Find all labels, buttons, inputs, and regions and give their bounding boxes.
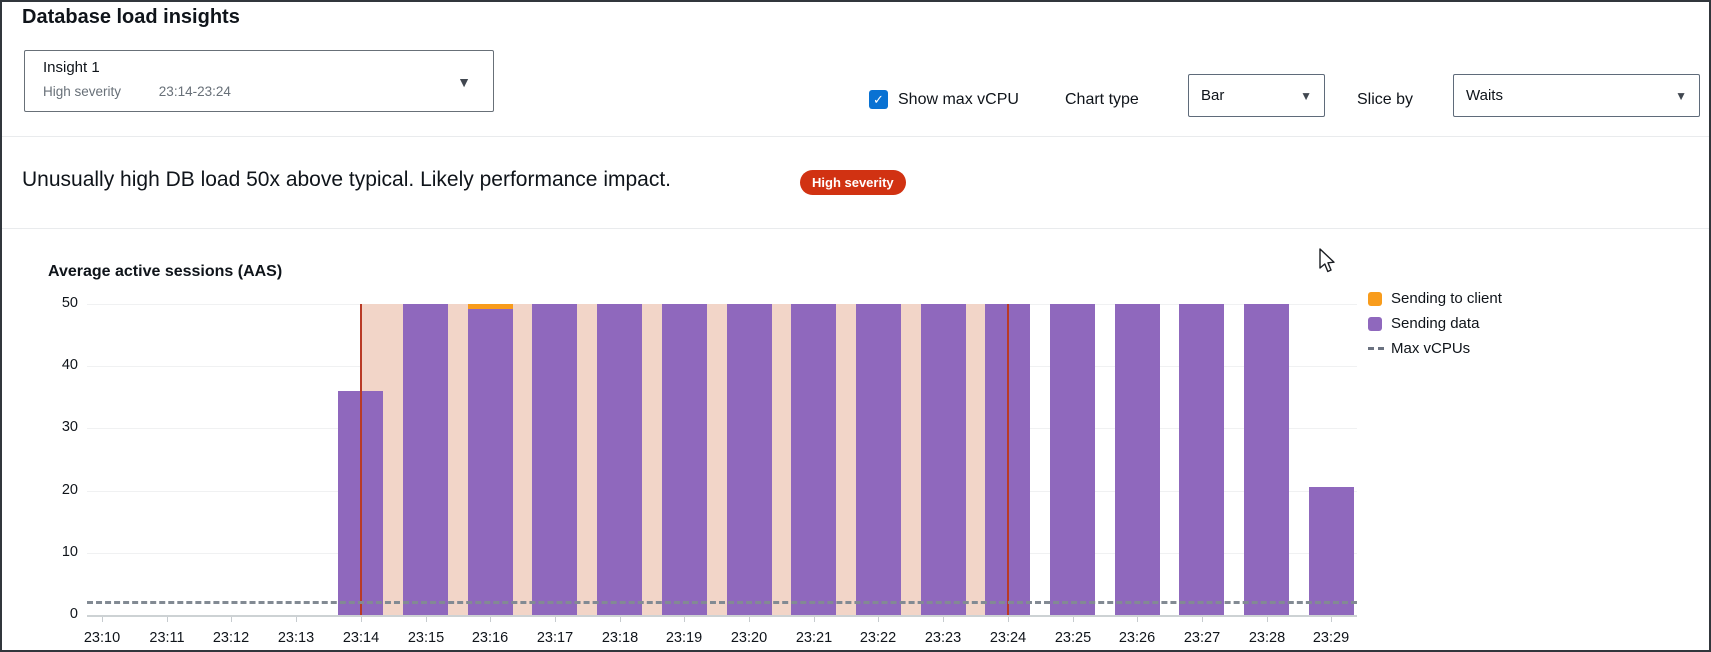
legend-item[interactable]: Sending data [1368,311,1502,336]
bar-sending-data[interactable] [403,304,448,615]
chart-legend: Sending to client Sending data Max vCPUs [1368,286,1502,361]
bar-sending-data[interactable] [1309,487,1354,615]
legend-label: Sending data [1391,315,1479,332]
insight-boundary-line [360,304,362,615]
legend-item[interactable]: Max vCPUs [1368,336,1502,361]
x-axis-label: 23:26 [1107,630,1167,646]
x-axis-label: 23:18 [590,630,650,646]
x-axis-tick [1267,617,1268,622]
x-axis-label: 23:28 [1237,630,1297,646]
bar-sending-data[interactable] [532,304,577,615]
aas-bar-chart: 0 10 20 30 40 50 23:10 23:1123:12 23:13 23:14 23:1… [2,2,1711,652]
legend-swatch [1368,317,1382,331]
y-axis-label: 20 [32,482,78,498]
x-axis-label: 23:20 [719,630,779,646]
x-axis-tick [231,617,232,622]
x-axis-label: 23:14 [331,630,391,646]
x-axis-label: 23:11 [137,630,197,646]
bar-sending-to-client[interactable] [468,304,513,309]
legend-label: Sending to client [1391,290,1502,307]
bar-sending-data[interactable] [727,304,772,615]
y-axis-label: 0 [32,606,78,622]
x-axis-label: 23:21 [784,630,844,646]
x-axis-label: 23:22 [848,630,908,646]
x-axis-tick [814,617,815,622]
x-axis-label: 23:15 [396,630,456,646]
x-axis-tick [620,617,621,622]
x-axis-tick [1137,617,1138,622]
x-axis-label: 23:17 [525,630,585,646]
insight-boundary-line [1007,304,1009,615]
bar-sending-data[interactable] [662,304,707,615]
x-axis-label: 23:23 [913,630,973,646]
legend-dash-icon [1368,347,1384,350]
bar-sending-data[interactable] [1115,304,1160,615]
x-axis-label: 23:19 [654,630,714,646]
x-axis-tick [1073,617,1074,622]
x-axis-tick [490,617,491,622]
x-axis-tick [167,617,168,622]
x-axis-tick [684,617,685,622]
y-axis-label: 10 [32,544,78,560]
y-axis-label: 30 [32,419,78,435]
database-load-insights-panel: Database load insights Insight 1 High se… [0,0,1711,652]
y-axis-label: 40 [32,357,78,373]
bar-sending-data[interactable] [791,304,836,615]
legend-label: Max vCPUs [1391,340,1470,357]
x-axis-tick [878,617,879,622]
bar-sending-data[interactable] [1179,304,1224,615]
x-axis-tick [102,617,103,622]
bar-sending-data[interactable] [1050,304,1095,615]
x-axis-tick [1008,617,1009,622]
x-axis-label: 23:12 [201,630,261,646]
x-axis-tick [555,617,556,622]
bar-sending-data[interactable] [468,309,513,615]
x-axis-label: 23:16 [460,630,520,646]
bar-sending-data[interactable] [856,304,901,615]
x-axis-label: 23:13 [266,630,326,646]
x-axis-tick [426,617,427,622]
x-axis-tick [296,617,297,622]
x-axis-tick [361,617,362,622]
x-axis-tick [1331,617,1332,622]
bar-sending-data[interactable] [921,304,966,615]
x-axis-label: 23:10 [72,630,132,646]
x-axis-label: 23:24 [978,630,1038,646]
x-axis-line [87,615,1357,617]
legend-swatch [1368,292,1382,306]
bar-sending-data[interactable] [1244,304,1289,615]
max-vcpus-line [87,601,1357,604]
x-axis-tick [1202,617,1203,622]
x-axis-label: 23:25 [1043,630,1103,646]
x-axis-label: 23:29 [1301,630,1361,646]
y-axis-label: 50 [32,295,78,311]
x-axis-tick [943,617,944,622]
x-axis-label: 23:27 [1172,630,1232,646]
legend-item[interactable]: Sending to client [1368,286,1502,311]
x-axis-tick [749,617,750,622]
bar-sending-data[interactable] [597,304,642,615]
mouse-cursor [1318,248,1338,275]
